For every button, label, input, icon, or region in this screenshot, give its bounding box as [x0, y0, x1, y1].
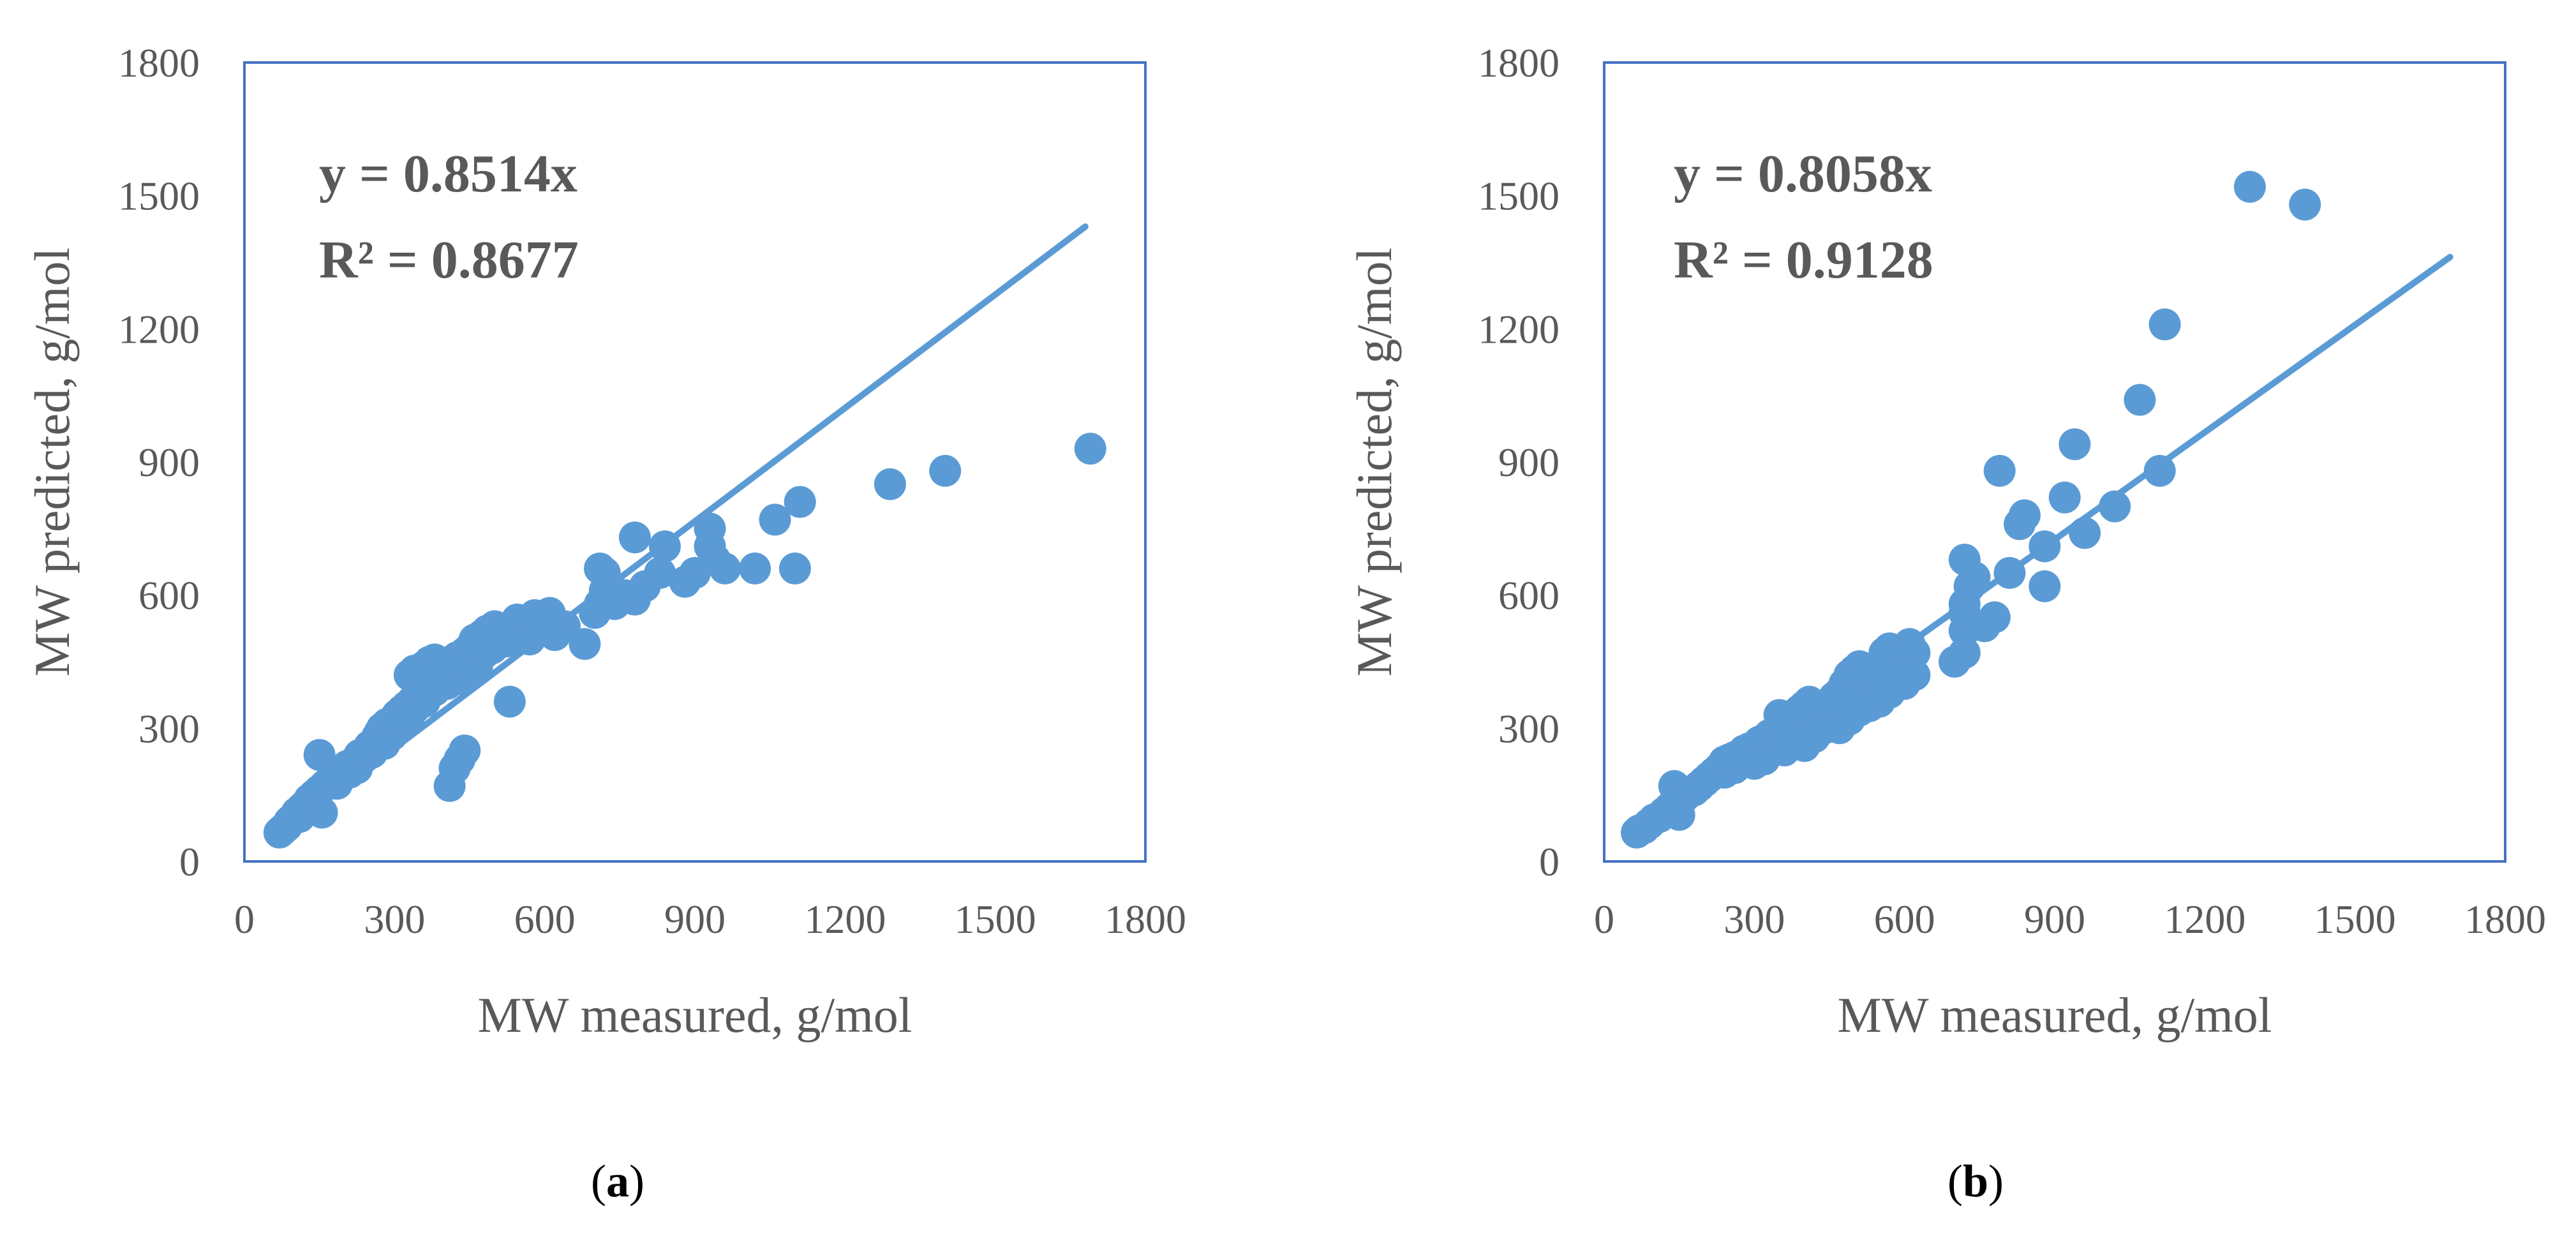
- data-point-b-93: [2048, 481, 2081, 514]
- y-tick-label-b-6: 1800: [1478, 40, 1560, 86]
- data-point-a-111: [569, 628, 601, 660]
- data-point-b-84: [1958, 561, 1991, 593]
- trendline-b: [1635, 253, 2453, 840]
- y-tick-label-a-6: 1800: [118, 40, 200, 86]
- x-axis-title-b: MW measured, g/mol: [1838, 987, 2272, 1043]
- y-tick-label-a-4: 1200: [118, 306, 200, 352]
- data-point-b-87: [1983, 454, 2016, 487]
- x-tick-label-b-4: 1200: [2164, 897, 2245, 942]
- x-tick-label-a-2: 600: [514, 897, 576, 942]
- plot-area-b: [1603, 61, 2506, 863]
- x-tick-label-b-1: 300: [1724, 897, 1785, 942]
- data-point-b-90: [2008, 499, 2041, 532]
- data-point-b-101: [2289, 188, 2321, 221]
- data-point-a-136: [1074, 433, 1106, 465]
- data-point-a-120: [618, 521, 651, 554]
- y-tick-label-b-4: 1200: [1478, 306, 1560, 352]
- y-tick-label-a-3: 900: [138, 440, 200, 485]
- data-point-b-99: [2148, 308, 2181, 341]
- x-tick-label-a-0: 0: [234, 897, 255, 942]
- x-tick-label-a-3: 900: [664, 897, 726, 942]
- x-tick-label-b-5: 1500: [2314, 897, 2396, 942]
- data-point-a-105: [398, 654, 431, 687]
- data-point-a-17: [306, 796, 338, 829]
- r-squared-label-a: R² = 0.8677: [319, 230, 579, 290]
- x-tick-label-b-6: 1800: [2464, 897, 2546, 942]
- plot-area-a: [243, 61, 1147, 863]
- data-point-a-133: [784, 486, 816, 518]
- x-axis-title-a: MW measured, g/mol: [478, 987, 912, 1043]
- x-tick-label-a-4: 1200: [804, 897, 886, 942]
- x-tick-label-b-3: 900: [2024, 897, 2085, 942]
- x-tick-label-b-2: 600: [1874, 897, 1935, 942]
- y-axis-title-b: MW predicted, g/mol: [1346, 248, 1402, 676]
- data-point-b-96: [2099, 490, 2131, 523]
- panel-label-b: (b): [1947, 1156, 2004, 1207]
- trendline-a: [276, 223, 1089, 838]
- scatter-chart-a: 0 300 600 900 1200 1500 1800 0 300 600 900 1200 1500…: [24, 40, 1186, 1043]
- data-point-a-122: [644, 556, 676, 589]
- data-point-b-100: [2233, 170, 2266, 203]
- data-point-b-63: [1763, 699, 1796, 731]
- equation-label-b: y = 0.8058x: [1674, 144, 1932, 204]
- data-point-b-91: [2029, 570, 2061, 602]
- equation-label-a: y = 0.8514x: [319, 144, 577, 204]
- y-tick-label-b-0: 0: [1539, 839, 1560, 884]
- data-point-b-78: [1948, 637, 1981, 669]
- data-point-a-131: [759, 503, 791, 536]
- data-point-b-98: [2143, 454, 2176, 487]
- data-point-a-110: [493, 685, 526, 718]
- y-tick-label-a-0: 0: [179, 839, 200, 884]
- data-point-b-97: [2124, 383, 2156, 416]
- panel-label-a: (a): [591, 1156, 644, 1207]
- x-tick-label-a-1: 300: [364, 897, 425, 942]
- r-squared-label-b: R² = 0.9128: [1674, 230, 1933, 290]
- scatter-chart-b: 0 300 600 900 1200 1500 1800 0 300 600 900 1200 1500…: [1346, 40, 2546, 1043]
- y-tick-label-b-1: 300: [1498, 706, 1560, 751]
- x-tick-label-a-5: 1500: [955, 897, 1036, 942]
- y-tick-label-b-5: 1500: [1478, 174, 1560, 219]
- x-tick-label-a-6: 1800: [1105, 897, 1186, 942]
- y-axis-title-a: MW predicted, g/mol: [24, 248, 80, 676]
- data-point-b-86: [1978, 601, 2011, 634]
- y-tick-label-b-2: 600: [1498, 573, 1560, 618]
- chart-panel-b: 0 300 600 900 1200 1500 1800 0 300 600 900 1200 1500…: [1288, 0, 2575, 1236]
- data-point-a-135: [929, 454, 962, 487]
- data-point-a-129: [709, 552, 741, 584]
- data-point-a-109: [433, 770, 466, 802]
- y-tick-label-a-2: 600: [138, 573, 200, 618]
- data-point-b-94: [2059, 428, 2091, 461]
- x-tick-label-b-0: 0: [1594, 897, 1614, 942]
- y-tick-label-b-3: 900: [1498, 440, 1560, 485]
- data-point-a-130: [739, 552, 771, 584]
- data-point-b-76: [1898, 659, 1931, 691]
- y-tick-label-a-5: 1500: [118, 174, 200, 219]
- data-point-a-132: [778, 552, 811, 584]
- data-point-a-134: [874, 468, 906, 500]
- y-tick-label-a-1: 300: [138, 706, 200, 751]
- chart-panel-a: 0 300 600 900 1200 1500 1800 0 300 600 900 1200 1500…: [24, 40, 1186, 1207]
